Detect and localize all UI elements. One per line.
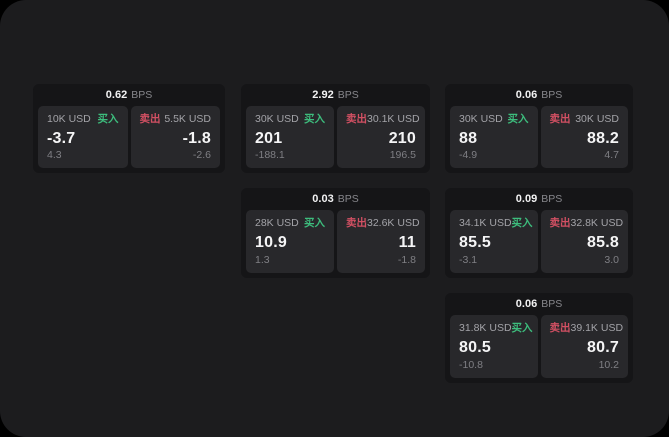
bps-value: 0.03 — [312, 193, 334, 205]
buy-panel[interactable]: 34.1K USD 买入 85.5 -3.1 — [450, 210, 538, 273]
bps-header: 0.03 BPS — [246, 188, 425, 210]
buy-label: 买入 — [304, 113, 325, 125]
buy-sub-value: -188.1 — [255, 149, 285, 161]
buy-panel[interactable]: 31.8K USD 买入 80.5 -10.8 — [450, 315, 538, 378]
sell-price: 80.7 — [587, 339, 619, 356]
buy-label: 买入 — [511, 322, 533, 334]
sell-label: 卖出 — [549, 113, 571, 125]
bps-header: 0.09 BPS — [450, 188, 628, 210]
sell-amount: 32.6K USD — [367, 217, 420, 229]
buy-label: 买入 — [97, 113, 119, 125]
buy-price: 10.9 — [255, 234, 287, 251]
buy-amount: 34.1K USD — [459, 217, 512, 229]
buy-label: 买入 — [511, 217, 533, 229]
quote-card-4: 0.03 BPS 28K USD 买入 10.9 1.3 卖出 32.6K US… — [241, 188, 430, 278]
buy-price: 201 — [255, 130, 283, 147]
sell-sub-value: 3.0 — [604, 254, 619, 266]
bps-unit-label: BPS — [131, 89, 153, 101]
buy-price: 85.5 — [459, 234, 491, 251]
buy-amount: 10K USD — [47, 113, 91, 125]
sell-amount: 32.8K USD — [570, 217, 624, 229]
buy-sub-value: -10.8 — [459, 359, 483, 371]
buy-sub-value: -4.9 — [459, 149, 478, 161]
buy-panel[interactable]: 30K USD 买入 88 -4.9 — [450, 106, 538, 168]
buy-panel[interactable]: 28K USD 买入 10.9 1.3 — [246, 210, 334, 273]
quote-card-1: 0.62 BPS 10K USD 买入 -3.7 4.3 卖出 5.5K USD… — [33, 84, 225, 173]
bps-header: 2.92 BPS — [246, 84, 425, 106]
buy-price: 88 — [459, 130, 478, 147]
buy-amount: 28K USD — [255, 217, 299, 229]
sell-price: 210 — [388, 130, 416, 147]
bps-unit-label: BPS — [541, 193, 563, 205]
sell-panel[interactable]: 卖出 30.1K USD 210 196.5 — [337, 106, 425, 168]
quote-card-5: 0.09 BPS 34.1K USD 买入 85.5 -3.1 卖出 32.8K… — [445, 188, 633, 278]
quote-card-3: 0.06 BPS 30K USD 买入 88 -4.9 卖出 30K USD 8… — [445, 84, 633, 173]
sell-amount: 39.1K USD — [570, 322, 624, 334]
bps-header: 0.62 BPS — [38, 84, 220, 106]
sell-label: 卖出 — [346, 217, 367, 229]
buy-amount: 30K USD — [459, 113, 503, 125]
bps-unit-label: BPS — [337, 89, 359, 101]
buy-sub-value: -3.1 — [459, 254, 478, 266]
buy-sub-value: 4.3 — [47, 149, 62, 161]
sell-amount: 30K USD — [575, 113, 619, 125]
sell-amount: 5.5K USD — [164, 113, 211, 125]
bps-unit-label: BPS — [337, 193, 359, 205]
bps-value: 0.09 — [515, 193, 538, 205]
sell-sub-value: 196.5 — [389, 149, 416, 161]
bps-value: 0.06 — [515, 89, 538, 101]
sell-label: 卖出 — [549, 217, 571, 229]
sell-sub-value: 4.7 — [604, 149, 619, 161]
sell-price: 88.2 — [587, 130, 619, 147]
sell-sub-value: 10.2 — [598, 359, 619, 371]
buy-label: 买入 — [304, 217, 325, 229]
sell-panel[interactable]: 卖出 39.1K USD 80.7 10.2 — [540, 315, 628, 378]
bps-value: 0.06 — [515, 298, 538, 310]
sell-panel[interactable]: 卖出 5.5K USD -1.8 -2.6 — [130, 106, 220, 168]
sell-amount: 30.1K USD — [367, 113, 420, 125]
quote-card-2: 2.92 BPS 30K USD 买入 201 -188.1 卖出 30.1K … — [241, 84, 430, 173]
sell-panel[interactable]: 卖出 32.8K USD 85.8 3.0 — [540, 210, 628, 273]
sell-label: 卖出 — [139, 113, 161, 125]
bps-header: 0.06 BPS — [450, 293, 628, 315]
buy-panel[interactable]: 10K USD 买入 -3.7 4.3 — [38, 106, 128, 168]
buy-label: 买入 — [507, 113, 529, 125]
buy-panel[interactable]: 30K USD 买入 201 -188.1 — [246, 106, 334, 168]
sell-sub-value: -2.6 — [192, 149, 211, 161]
sell-price: -1.8 — [182, 130, 211, 147]
sell-panel[interactable]: 卖出 30K USD 88.2 4.7 — [540, 106, 628, 168]
bps-value: 2.92 — [312, 89, 334, 101]
sell-label: 卖出 — [549, 322, 571, 334]
quote-card-6: 0.06 BPS 31.8K USD 买入 80.5 -10.8 卖出 39.1… — [445, 293, 633, 383]
buy-amount: 30K USD — [255, 113, 299, 125]
buy-sub-value: 1.3 — [255, 254, 270, 266]
buy-price: 80.5 — [459, 339, 491, 356]
bps-header: 0.06 BPS — [450, 84, 628, 106]
buy-amount: 31.8K USD — [459, 322, 512, 334]
bps-unit-label: BPS — [541, 89, 563, 101]
sell-sub-value: -1.8 — [397, 254, 416, 266]
buy-price: -3.7 — [47, 130, 76, 147]
bps-value: 0.62 — [105, 89, 128, 101]
sell-price: 11 — [398, 234, 416, 251]
sell-panel[interactable]: 卖出 32.6K USD 11 -1.8 — [337, 210, 425, 273]
bps-unit-label: BPS — [541, 298, 563, 310]
sell-price: 85.8 — [587, 234, 619, 251]
sell-label: 卖出 — [346, 113, 367, 125]
